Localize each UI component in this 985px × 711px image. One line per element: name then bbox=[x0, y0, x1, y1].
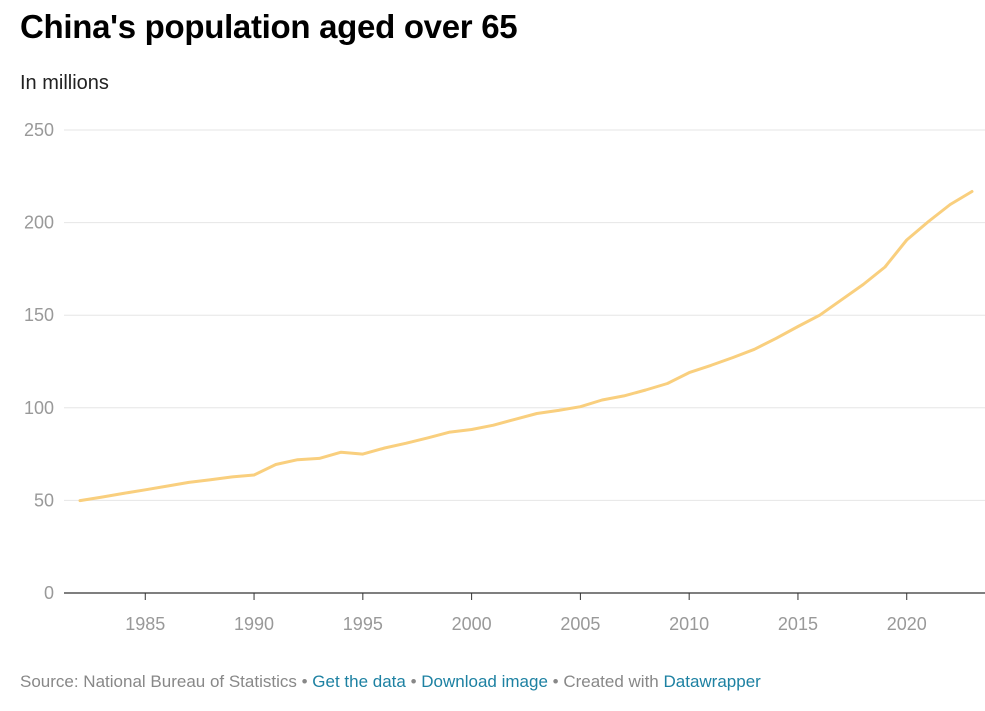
data-point bbox=[187, 481, 190, 484]
data-point bbox=[970, 190, 974, 193]
data-point bbox=[949, 203, 952, 206]
data-point bbox=[209, 478, 212, 482]
data-point bbox=[862, 283, 865, 286]
y-tick-label: 100 bbox=[24, 398, 54, 418]
x-tick-label: 2000 bbox=[452, 614, 492, 634]
download-image-link[interactable]: Download image bbox=[421, 672, 548, 691]
data-point bbox=[78, 499, 82, 502]
data-point bbox=[600, 398, 604, 402]
data-point bbox=[579, 405, 582, 408]
data-point bbox=[100, 495, 103, 499]
chart-footer: Source: National Bureau of Statistics • … bbox=[20, 672, 761, 692]
data-point bbox=[405, 441, 408, 445]
y-tick-label: 250 bbox=[24, 120, 54, 140]
data-point bbox=[774, 337, 778, 340]
series-layer bbox=[78, 190, 974, 503]
series-line bbox=[78, 190, 974, 503]
x-tick-label: 2015 bbox=[778, 614, 818, 634]
data-point bbox=[622, 394, 626, 398]
data-point bbox=[840, 298, 843, 302]
data-point bbox=[144, 488, 147, 492]
data-point bbox=[361, 452, 365, 456]
y-tick-label: 150 bbox=[24, 305, 54, 325]
y-axis-tick-labels: 0 50 100 150 200 250 bbox=[24, 120, 54, 603]
data-point bbox=[666, 382, 669, 385]
get-the-data-link[interactable]: Get the data bbox=[312, 672, 406, 691]
data-point bbox=[883, 265, 887, 269]
data-point bbox=[448, 430, 452, 434]
data-point bbox=[339, 451, 343, 454]
data-point bbox=[492, 424, 495, 427]
y-tick-label: 200 bbox=[24, 213, 54, 233]
x-tick-label: 1990 bbox=[234, 614, 274, 634]
footer-separator: • bbox=[547, 672, 564, 691]
data-point bbox=[470, 428, 473, 431]
x-tick-label: 2010 bbox=[669, 614, 709, 634]
x-axis-ticks: 1985 1990 1995 2000 2005 2010 2015 2020 bbox=[125, 593, 927, 634]
y-tick-label: 50 bbox=[34, 490, 54, 510]
footer-separator: • bbox=[296, 672, 313, 691]
datawrapper-link[interactable]: Datawrapper bbox=[663, 672, 761, 691]
data-point bbox=[231, 475, 234, 479]
data-point bbox=[383, 446, 386, 450]
source-text: Source: National Bureau of Statistics bbox=[20, 672, 297, 691]
data-point bbox=[709, 364, 713, 367]
data-point bbox=[818, 314, 821, 317]
data-point bbox=[753, 348, 756, 351]
data-point bbox=[426, 436, 430, 440]
data-point bbox=[318, 457, 321, 460]
data-point bbox=[687, 371, 691, 374]
x-tick-label: 2020 bbox=[887, 614, 927, 634]
data-point bbox=[165, 484, 169, 488]
data-point bbox=[535, 412, 539, 415]
data-point bbox=[252, 473, 256, 477]
data-point bbox=[905, 238, 908, 242]
footer-separator: • bbox=[405, 672, 422, 691]
y-tick-label: 0 bbox=[44, 583, 54, 603]
data-point bbox=[296, 458, 299, 461]
x-tick-label: 1995 bbox=[343, 614, 383, 634]
gridlines bbox=[64, 129, 985, 594]
data-point bbox=[274, 463, 278, 466]
data-point bbox=[644, 388, 647, 392]
data-point bbox=[122, 492, 125, 495]
created-with-text: Created with bbox=[563, 672, 664, 691]
data-point bbox=[557, 409, 560, 412]
data-point bbox=[927, 220, 930, 223]
data-point bbox=[513, 418, 517, 421]
data-point bbox=[796, 325, 800, 328]
chart-title: China's population aged over 65 bbox=[20, 8, 518, 45]
data-point bbox=[731, 356, 734, 359]
x-tick-label: 1985 bbox=[125, 614, 165, 634]
x-tick-label: 2005 bbox=[560, 614, 600, 634]
chart-subtitle: In millions bbox=[20, 72, 109, 94]
